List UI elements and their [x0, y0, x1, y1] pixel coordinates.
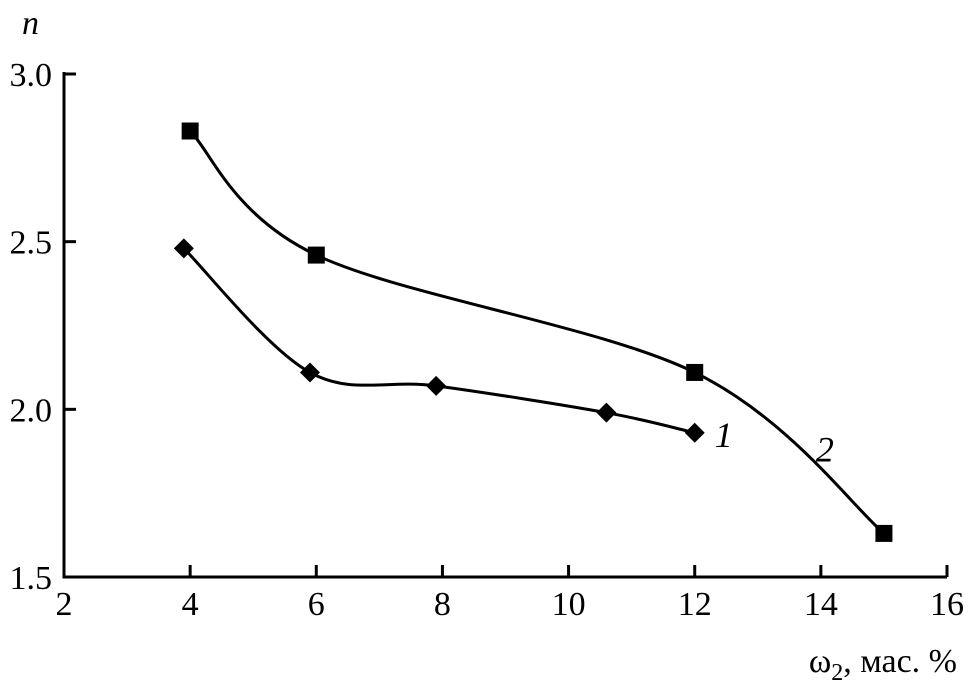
- series-line: [189, 129, 885, 535]
- x-tick-label: 2: [56, 586, 73, 623]
- series-label: 1: [715, 415, 733, 455]
- series-label: 2: [816, 429, 834, 469]
- y-tick-label: 2.0: [10, 392, 53, 429]
- x-tick-label: 16: [930, 586, 964, 623]
- series-line: [182, 247, 696, 435]
- data-point-diamond: [299, 362, 320, 383]
- data-point-square: [307, 246, 325, 264]
- data-point-diamond: [426, 375, 447, 396]
- y-tick-label: 3.0: [10, 57, 53, 94]
- x-axis-label-unit: , мас. %: [843, 643, 957, 680]
- data-point-diamond: [173, 238, 194, 259]
- series-1: 1: [173, 238, 733, 455]
- data-point-square: [181, 122, 199, 140]
- data-point-square: [686, 363, 704, 381]
- x-tick-label: 12: [678, 586, 712, 623]
- x-axis-label-symbol: ω: [809, 643, 831, 680]
- x-axis-label: ω2, мас. %: [809, 643, 957, 686]
- y-ticks: 1.5 2.0 2.5 3.0: [10, 57, 76, 597]
- x-axis-label-subscript: 2: [831, 660, 843, 686]
- y-tick-label: 2.5: [10, 225, 53, 262]
- x-tick-label: 10: [552, 586, 586, 623]
- x-tick-label: 8: [434, 586, 451, 623]
- x-tick-label: 6: [308, 586, 325, 623]
- data-point-diamond: [684, 422, 705, 443]
- data-point-diamond: [596, 402, 617, 423]
- y-tick-label: 1.5: [10, 560, 53, 597]
- x-tick-label: 4: [182, 586, 199, 623]
- series-2: 2: [181, 122, 893, 542]
- x-tick-label: 14: [804, 586, 838, 623]
- y-axis-label: n: [22, 5, 39, 42]
- axes: [62, 72, 947, 579]
- x-ticks: 2 4 6 8 10 12 14 16: [56, 565, 964, 623]
- data-point-square: [875, 524, 893, 542]
